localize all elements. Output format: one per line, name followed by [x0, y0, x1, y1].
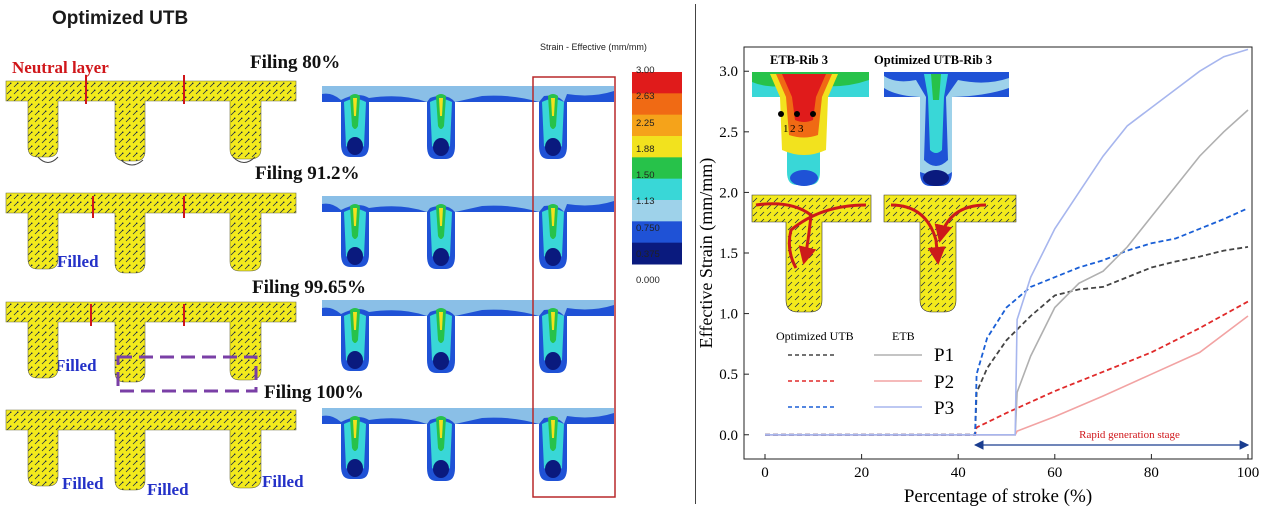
x-axis-label: Percentage of stroke (%): [904, 486, 1092, 507]
filled-label: Filled: [55, 356, 97, 375]
colorbar-swatch: [632, 221, 682, 244]
series-line-1: [765, 246, 1249, 436]
colorbar-swatch: [632, 72, 682, 94]
rib3-highlight-box: [532, 76, 616, 498]
inset-utb-flow: [883, 194, 1017, 313]
filling-simulation-figure: [5, 72, 682, 498]
rib-strain-contour: [322, 300, 614, 373]
x-tick-label: 40: [951, 465, 966, 481]
rib-flow-field: [5, 301, 297, 383]
plot-frame: [743, 46, 1253, 460]
y-tick-label: 0.0: [719, 428, 738, 444]
highlight-dashed-box: [116, 355, 258, 393]
y-tick-label: 1.5: [719, 246, 738, 262]
x-tick-label: 80: [1144, 465, 1159, 481]
colorbar-swatch: [632, 157, 682, 180]
neutral-layer-markers: [85, 75, 185, 326]
inset-title-etb: ETB-Rib 3: [770, 53, 828, 67]
colorbar-swatch: [632, 242, 682, 265]
series-line-4: [765, 109, 1249, 436]
strain-colorbar: [632, 72, 682, 265]
colorbar-tick-label: 3.00: [636, 65, 655, 76]
filing-label-1: Filing 80%: [250, 52, 341, 73]
filing-label-4: Filing 100%: [264, 382, 364, 403]
colorbar-swatch: [632, 114, 682, 137]
y-tick-label: 2.5: [719, 125, 738, 141]
series-layer: [765, 48, 1249, 436]
rib-flow-field: [5, 409, 297, 491]
legend-row-p2: P2: [934, 372, 954, 393]
colorbar-tick-label: 0.375: [636, 248, 660, 260]
colorbar-tick-label: 1.13: [636, 196, 655, 208]
y-tick-label: 2.0: [719, 185, 738, 201]
unfilled-tip-outline: [37, 156, 256, 166]
legend-lines: [788, 354, 922, 408]
panel-title: Optimized UTB: [52, 8, 189, 29]
rib-flow-field: [5, 192, 297, 274]
series-line-6: [765, 48, 1249, 436]
filled-label: Filled: [262, 472, 304, 491]
series-line-3: [765, 207, 1249, 436]
rib-strain-contour: [322, 408, 614, 481]
inset-etb-flow: [751, 194, 872, 313]
y-tick-label: 0.5: [719, 367, 738, 383]
colorbar-title: Strain - Effective (mm/mm): [540, 42, 647, 52]
panel-divider: [695, 4, 696, 504]
colorbar-swatch: [632, 93, 682, 116]
rib-flow-field: [5, 80, 297, 162]
colorbar-tick-label: 0.000: [636, 275, 660, 286]
inset-title-utb: Optimized UTB-Rib 3: [874, 53, 992, 67]
filing-label-2: Filing 91.2%: [255, 163, 360, 184]
x-tick-label: 20: [854, 465, 869, 481]
filled-label: Filled: [62, 474, 104, 493]
legend-header-etb: ETB: [892, 329, 915, 343]
filing-label-3: Filing 99.65%: [252, 277, 367, 298]
inset-point-label: 1: [783, 123, 789, 135]
rib-strain-contour: [322, 196, 614, 269]
x-tick-label: 100: [1237, 465, 1260, 481]
colorbar-tick-label: 1.88: [636, 143, 655, 155]
colorbar-swatch: [632, 200, 682, 222]
rapid-stage-label: Rapid generation stage: [1079, 429, 1180, 441]
x-tick-label: 60: [1047, 465, 1062, 481]
inset-etb-contour: [752, 72, 869, 186]
filled-label: Filled: [147, 480, 189, 499]
colorbar-tick-label: 1.50: [636, 170, 655, 181]
colorbar-tick-label: 2.25: [636, 117, 655, 129]
x-tick-label: 0: [761, 465, 769, 481]
effective-strain-chart: 0 20 40 60 80 100 0.0 0.5 1.0 1.5 2.0 2.5 3.0 ETB-Ri…: [696, 46, 1259, 507]
colorbar-tick-label: 0.750: [636, 222, 660, 234]
inset-utb-contour: [884, 72, 1009, 186]
inset-point-label: 2: [790, 123, 796, 135]
colorbar-swatch: [632, 178, 682, 201]
axes: 0 20 40 60 80 100 0.0 0.5 1.0 1.5 2.0 2.5 3.0: [719, 64, 1259, 481]
rib-strain-contour: [322, 86, 614, 159]
filled-label: Filled: [57, 252, 99, 271]
legend-row-p3: P3: [934, 398, 954, 419]
colorbar-swatch: [632, 136, 682, 158]
y-tick-label: 3.0: [719, 64, 738, 80]
legend-row-p1: P1: [934, 345, 954, 366]
y-tick-label: 1.0: [719, 307, 738, 323]
neutral-layer-label: Neutral layer: [12, 58, 109, 77]
inset-point-label: 3: [798, 123, 804, 135]
y-axis-label: Effective Strain (mm/mm): [696, 158, 717, 349]
colorbar-tick-label: 2.63: [636, 91, 655, 103]
legend-header-utb: Optimized UTB: [776, 329, 854, 343]
